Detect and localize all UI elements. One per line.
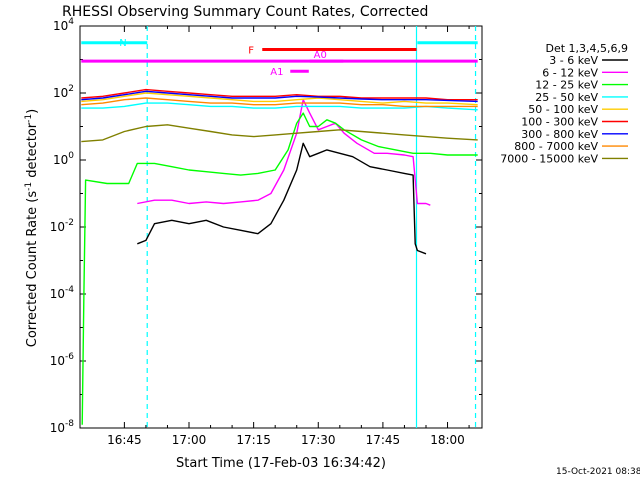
y-label-sup2: -1 [24, 114, 34, 123]
series-line [81, 88, 478, 101]
x-tick-label: 16:45 [107, 433, 142, 447]
legend-entry: 100 - 300 keV [521, 116, 598, 129]
x-tick-label: 18:00 [430, 433, 465, 447]
y-tick-label: 10-2 [50, 218, 74, 234]
status-bars: N F A1 A0 [81, 26, 478, 428]
series-line [81, 92, 478, 106]
x-tick-label: 17:45 [366, 433, 401, 447]
legend-entry: 3 - 6 keV [549, 54, 598, 67]
flare-bar-label: F [248, 45, 254, 56]
night-bar-label: N [119, 38, 126, 49]
legend-entry: 12 - 25 keV [535, 79, 598, 92]
y-label-part2: detector [25, 122, 40, 182]
series-line [137, 142, 427, 255]
legend-entry: 25 - 50 keV [535, 91, 598, 104]
series-line [81, 124, 478, 143]
legend-entry: 800 - 7000 keV [514, 140, 598, 153]
series-lines [81, 88, 478, 425]
y-tick-label: 100 [53, 151, 74, 167]
x-tick-label: 17:15 [236, 433, 271, 447]
y-tick-label: 102 [53, 84, 74, 100]
legend-entry: 50 - 100 keV [528, 103, 598, 116]
x-tick-label: 17:30 [301, 433, 336, 447]
legend-entry: 300 - 800 keV [521, 128, 598, 141]
plot-frame [79, 25, 483, 429]
footer-date: 15-Oct-2021 08:38 [556, 467, 640, 477]
attenuator-bar-label: A1 [270, 67, 283, 78]
y-label-part3: ) [25, 109, 40, 114]
legend-title: Det 1,3,4,5,6,9 [545, 42, 628, 55]
svg-text:Corrected Count Rate (s-1 dete: Corrected Count Rate (s-1 detector-1) [24, 109, 40, 347]
series-line [81, 90, 478, 103]
axis-ticks: 16:45 17:00 17:15 17:30 17:45 18:00 104 102 100 1… [50, 17, 482, 447]
y-tick-label: 10-6 [50, 352, 75, 368]
series-line [81, 102, 478, 111]
legend-entry: 6 - 12 keV [542, 66, 598, 79]
x-tick-label: 17:00 [172, 433, 207, 447]
x-axis-title: Start Time (17-Feb-03 16:34:42) [176, 456, 386, 471]
attenuator-bar-label: A0 [314, 50, 327, 61]
y-tick-label: 10-4 [50, 285, 75, 301]
y-label-part1: Corrected Count Rate (s [25, 191, 40, 348]
series-line [81, 97, 478, 108]
chart-title: RHESSI Observing Summary Count Rates, Co… [62, 4, 428, 20]
legend-entry: 7000 - 15000 keV [500, 152, 598, 165]
series-line [81, 112, 478, 425]
y-label-sup1: -1 [24, 182, 34, 191]
y-tick-label: 104 [53, 17, 74, 33]
y-axis-title: Corrected Count Rate (s-1 detector-1) [24, 109, 40, 347]
series-line [137, 98, 431, 206]
y-tick-label: 10-8 [50, 419, 75, 435]
